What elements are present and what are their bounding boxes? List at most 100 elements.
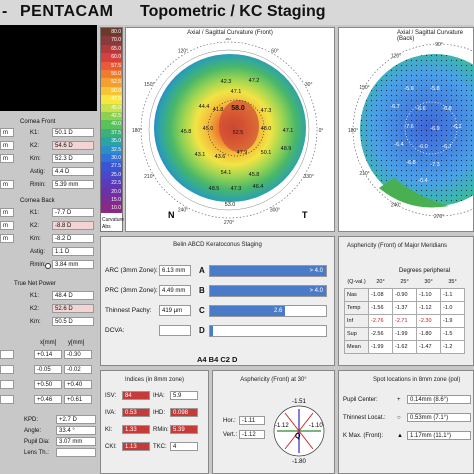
- angle-label: 150°: [359, 85, 369, 91]
- belin-bar-fill: > 4.0: [210, 266, 326, 276]
- map-value: 41.8: [213, 107, 224, 113]
- index-value: 4: [170, 442, 198, 451]
- field-label: K1:: [30, 130, 40, 136]
- map-value: 42.3: [221, 79, 232, 85]
- kpd-label: Lens Th.:: [24, 450, 49, 456]
- belin-label: PRC (3mm Zone):: [105, 287, 158, 294]
- radio-icon[interactable]: [45, 263, 51, 269]
- scale-step: 15.0: [101, 196, 122, 205]
- field-label: K2:: [30, 306, 40, 312]
- position-value: +0.40: [64, 380, 92, 389]
- scale-step: 25.0: [101, 170, 122, 180]
- angle-label: 120°: [178, 48, 188, 54]
- asph30-top: -1.51: [292, 399, 306, 405]
- asph-header: 30°: [424, 279, 433, 286]
- position-value: -0.05: [34, 365, 62, 374]
- angle-label: 270°: [434, 214, 444, 220]
- spot-label: Thinnest Locat.:: [343, 415, 386, 421]
- asph-cell: -1.62: [392, 339, 417, 354]
- field-value: -8.2 D: [52, 234, 94, 243]
- field-value: 50.5 D: [52, 317, 94, 326]
- asph-cell: -1.12: [416, 300, 441, 315]
- map-value: -6.4: [394, 142, 403, 148]
- front-map-panel[interactable]: Axial / Sagittal Curvature (Front) 42.3 4…: [125, 27, 335, 232]
- asph-cell: -1.47: [416, 339, 441, 354]
- position-value: -0.30: [64, 350, 92, 359]
- scale-step: 50.0: [101, 86, 122, 96]
- belin-label: DCVA:: [105, 327, 125, 334]
- map-value: 47.3: [261, 108, 272, 114]
- belin-bar-fill: 2.6: [210, 306, 286, 316]
- patient-info-panel: [0, 25, 97, 111]
- cornea-front-title: Cornea Front: [20, 119, 56, 125]
- belin-value: 4.49 mm: [159, 285, 191, 296]
- map-value: -6.6: [416, 106, 425, 112]
- front-map-title: Axial / Sagittal Curvature (Front): [187, 30, 273, 36]
- map-value: 48.5: [209, 186, 220, 192]
- map-value: 43.1: [195, 152, 206, 158]
- back-map-panel[interactable]: Axial / Sagittal Curvature (Back) -5.9 -5…: [338, 27, 474, 232]
- scale-step: 22.5: [101, 179, 122, 188]
- header-bar: - PENTACAM Topometric / KC Staging: [0, 0, 474, 25]
- map-value: 54.1: [221, 170, 232, 176]
- field-label: K2:: [30, 143, 40, 149]
- index-label: IHA:: [153, 393, 165, 399]
- map-value: 47.9: [237, 150, 248, 156]
- scale-step: 37.5: [101, 128, 122, 138]
- map-value: 48.0: [261, 126, 272, 132]
- scale-step: 57.5: [101, 61, 122, 70]
- asph-header: 20°: [376, 279, 385, 286]
- asphericity-table-panel: Asphericity (Front) of Major Meridians D…: [338, 236, 474, 366]
- asph-cell: -1.08: [368, 287, 393, 302]
- position-value: +0.50: [34, 380, 62, 389]
- map-value: 58.0: [231, 105, 245, 112]
- spot-symbol-icon: +: [397, 397, 401, 403]
- position-value: +0.14: [34, 350, 62, 359]
- scale-step: 40.0: [101, 120, 122, 129]
- map-value: 46.4: [253, 184, 264, 190]
- position-value: +0.46: [34, 395, 62, 404]
- asph-cell: -1.2: [440, 339, 465, 354]
- cornea-back-title: Cornea Back: [20, 198, 55, 204]
- asph-cell: Inf: [344, 313, 369, 328]
- angle-label: 60°: [271, 48, 279, 54]
- map-value: -6.8: [406, 160, 415, 166]
- spot-label: Pupil Center:: [343, 397, 378, 403]
- asph-cell: -1.10: [416, 287, 441, 302]
- asph30-right: -1.10: [309, 423, 323, 429]
- field-value: 48.4 D: [52, 291, 94, 300]
- map-value: 47.1: [283, 128, 294, 134]
- spot-value: 1.17mm (11.1°): [407, 431, 471, 440]
- field-label: Km:: [30, 236, 41, 242]
- scale-step: 70.0: [101, 36, 122, 45]
- index-label: CKI:: [105, 444, 117, 450]
- index-label: IVA:: [105, 410, 116, 416]
- asph-cell: -1.1: [440, 287, 465, 302]
- field-value: 1.1 D: [52, 247, 94, 256]
- spot-symbol-icon: ▲: [397, 433, 403, 439]
- asph30-center: Q: [295, 433, 301, 440]
- scale-step: 55.0: [101, 70, 122, 79]
- brand-title: PENTACAM: [20, 3, 114, 20]
- position-col2-header: y[mm]: [68, 340, 85, 346]
- spot-title: Spot locations in 8mm zone (pol): [373, 377, 461, 383]
- asph-cell: -0.90: [392, 287, 417, 302]
- kpd-value: [56, 448, 96, 457]
- asph-cell: -1.99: [368, 339, 393, 354]
- angle-label: 240°: [391, 202, 401, 208]
- belin-bar-track: > 4.0: [209, 265, 327, 277]
- scale-step: 80.0: [101, 28, 122, 37]
- index-label: KI:: [105, 427, 113, 433]
- belin-letter: B: [199, 286, 205, 295]
- asph-table-title: Asphericity (Front) of Major Meridians: [347, 243, 448, 249]
- map-value: -6.2: [452, 124, 461, 130]
- map-value: 50.1: [261, 150, 272, 156]
- scale-step: 60.0: [101, 53, 122, 62]
- map-value: -6.8: [442, 106, 451, 112]
- back-map-title: Axial / Sagittal Curvature (Back): [397, 30, 464, 42]
- spot-value: 0.53mm (7.1°): [407, 413, 471, 422]
- index-value: 0.098: [170, 408, 198, 417]
- angle-label: 210°: [144, 174, 154, 180]
- belin-title: Belin ABCD Keratoconus Staging: [173, 242, 262, 248]
- map-value: -5.8: [430, 86, 439, 92]
